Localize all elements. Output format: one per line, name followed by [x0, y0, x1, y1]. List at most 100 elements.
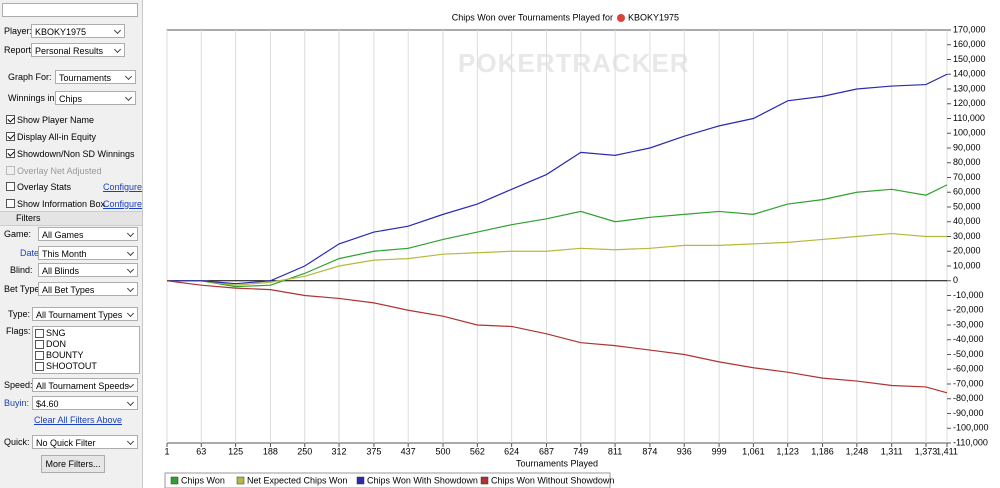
- x-tick-label: 874: [642, 446, 657, 456]
- x-tick-label: 250: [297, 446, 312, 456]
- clear-filters-link[interactable]: Clear All Filters Above: [34, 415, 123, 425]
- chart-title-player: KBOKY1975: [628, 12, 679, 22]
- game-select[interactable]: All Games: [38, 227, 138, 241]
- x-tick-label: 1,411: [936, 446, 958, 456]
- label: Quick:: [4, 437, 30, 447]
- checkbox[interactable]: [6, 132, 15, 141]
- y-tick-label: 100,000: [953, 128, 986, 138]
- y-tick-label: 140,000: [953, 69, 986, 79]
- quick-select[interactable]: No Quick Filter: [32, 435, 138, 449]
- type-select[interactable]: All Tournament Types: [32, 307, 138, 321]
- y-tick-label: 150,000: [953, 54, 986, 64]
- label: Winnings in:: [8, 93, 58, 103]
- x-tick-label: 624: [504, 446, 519, 456]
- checkbox[interactable]: [35, 351, 44, 360]
- x-tick-label: 437: [401, 446, 416, 456]
- checkbox[interactable]: [35, 340, 44, 349]
- player-select[interactable]: KBOKY1975: [31, 24, 125, 38]
- configure-link[interactable]: Configure: [103, 182, 143, 192]
- series-line: [167, 73, 948, 285]
- configure-link[interactable]: Configure: [103, 199, 143, 209]
- y-tick-label: -40,000: [953, 334, 984, 344]
- label: Game:: [4, 229, 32, 239]
- y-tick-label: -90,000: [953, 408, 984, 418]
- y-tick-label: 60,000: [953, 187, 981, 197]
- y-tick-label: 50,000: [953, 201, 981, 211]
- section-title: Filters: [16, 213, 41, 223]
- y-tick-label: -100,000: [953, 423, 989, 433]
- x-tick-label: 562: [470, 446, 485, 456]
- legend-swatch: [236, 476, 245, 485]
- player-icon: [617, 14, 625, 22]
- speed-select[interactable]: All Tournament Speeds: [32, 378, 138, 392]
- series-line: [167, 184, 948, 288]
- checkbox[interactable]: [6, 149, 15, 158]
- legend-swatch: [170, 476, 179, 485]
- checkbox[interactable]: [6, 182, 15, 191]
- blind-select[interactable]: All Blinds: [38, 263, 138, 277]
- checkbox-label: Show Player Name: [17, 115, 95, 125]
- search-box[interactable]: [2, 3, 138, 17]
- y-tick-label: 110,000: [953, 113, 985, 123]
- y-tick-label: -20,000: [953, 305, 984, 315]
- y-tick-label: 70,000: [953, 172, 981, 182]
- label: Date:: [20, 248, 42, 258]
- x-tick-label: 1,123: [776, 446, 799, 456]
- y-tick-label: 170,000: [953, 24, 986, 34]
- y-tick-label: -70,000: [953, 378, 984, 388]
- x-tick-label: 500: [436, 446, 451, 456]
- date-select[interactable]: This Month: [38, 246, 138, 260]
- y-tick-label: 0: [953, 275, 958, 285]
- x-tick-label: 1,248: [846, 446, 869, 456]
- label: Speed:: [4, 380, 33, 390]
- checkbox[interactable]: [35, 329, 44, 338]
- checkbox[interactable]: [35, 362, 44, 371]
- y-tick-label: 90,000: [953, 142, 981, 152]
- flag-label: BOUNTY: [46, 350, 84, 360]
- label: Bet Type:: [4, 284, 42, 294]
- filters-header[interactable]: Filters: [0, 211, 142, 226]
- y-tick-label: 40,000: [953, 216, 981, 226]
- x-tick-label: 1,373: [915, 446, 938, 456]
- checkbox-label: Overlay Net Adjusted: [17, 166, 102, 176]
- label: Type:: [8, 309, 31, 319]
- x-tick-label: 125: [228, 446, 243, 456]
- y-tick-label: -110,000: [953, 437, 988, 447]
- report-select[interactable]: Personal Results: [31, 43, 125, 57]
- checkbox-label: Showdown/Non SD Winnings: [17, 149, 135, 159]
- y-tick-label: 130,000: [953, 83, 986, 93]
- x-axis-label: Tournaments Played: [516, 458, 598, 468]
- buyin-select[interactable]: $4.60: [32, 396, 138, 410]
- x-tick-label: 936: [677, 446, 692, 456]
- flag-label: SNG: [46, 328, 66, 338]
- legend-label: Chips Won Without Showdown: [491, 475, 614, 485]
- x-tick-label: 999: [712, 446, 727, 456]
- y-tick-label: -80,000: [953, 393, 984, 403]
- checkbox[interactable]: [6, 199, 15, 208]
- x-tick-label: 1,311: [881, 446, 903, 456]
- legend-label: Net Expected Chips Won: [247, 475, 347, 485]
- bet-type-select[interactable]: All Bet Types: [38, 282, 138, 296]
- y-tick-label: 10,000: [953, 260, 981, 270]
- legend-label: Chips Won With Showdown: [367, 475, 478, 485]
- series-line: [166, 280, 948, 394]
- graph-for-select[interactable]: Tournaments: [55, 70, 136, 84]
- y-tick-label: 30,000: [953, 231, 981, 241]
- label: Flags:: [6, 326, 31, 336]
- label: Player:: [4, 26, 33, 36]
- y-tick-label: -50,000: [953, 349, 984, 359]
- winnings-select[interactable]: Chips: [55, 91, 136, 105]
- y-tick-label: -30,000: [953, 319, 984, 329]
- flag-label: DON: [46, 339, 66, 349]
- watermark: POKERTRACKER: [458, 48, 690, 78]
- label: Report:: [4, 45, 34, 55]
- x-tick-label: 1: [164, 446, 169, 456]
- series-line: [167, 232, 947, 286]
- y-tick-label: 80,000: [953, 157, 981, 167]
- x-tick-label: 188: [263, 446, 278, 456]
- x-tick-label: 811: [608, 446, 622, 456]
- y-tick-label: 20,000: [953, 246, 981, 256]
- checkbox[interactable]: [6, 115, 15, 124]
- more-filters-button[interactable]: More Filters...: [41, 455, 105, 473]
